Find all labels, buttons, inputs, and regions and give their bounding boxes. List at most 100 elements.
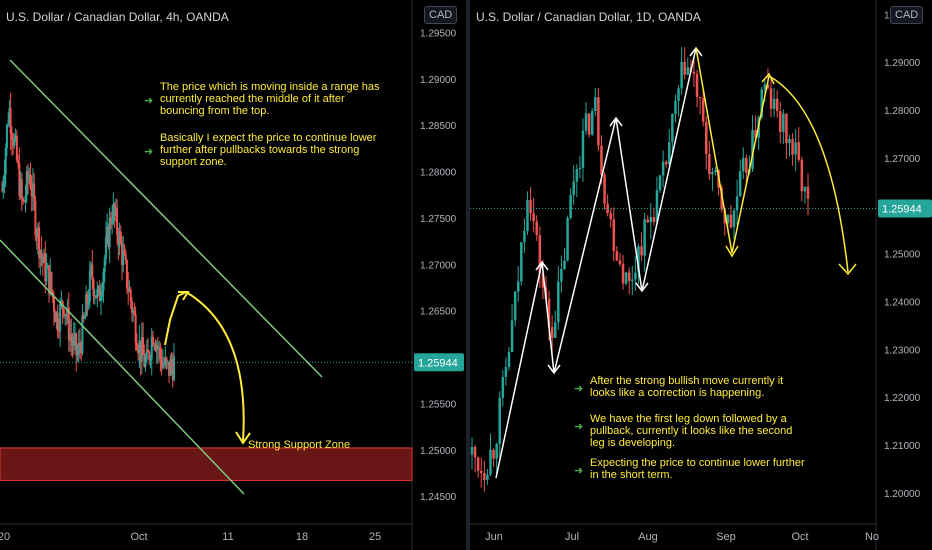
y-tick-label: 1.29000 (884, 58, 921, 69)
candle-body (145, 349, 148, 360)
y-tick-label: 1.29500 (420, 28, 457, 39)
y-tick-label: 1.26500 (420, 307, 457, 318)
right-chart-panel[interactable]: 1.20000 1.21000 1.22000 1.23000 1.24000 1.250… (470, 0, 932, 550)
candle-body (735, 196, 739, 211)
candle-body (535, 221, 538, 236)
target-curve-arrow (185, 291, 245, 442)
candle-body (504, 367, 508, 377)
y-tick-label: 1.25500 (420, 399, 457, 410)
candle-body (113, 204, 116, 217)
candle-body (723, 209, 727, 224)
candle-body (67, 307, 70, 341)
x-tick-label: Jun (485, 531, 503, 543)
candle-body (78, 343, 81, 347)
candle-body (92, 279, 95, 297)
left-currency-badge[interactable]: CAD (424, 6, 458, 24)
right-note: We have the first leg down followed by a… (590, 413, 792, 449)
candle-body (138, 340, 141, 354)
candle-body (652, 217, 656, 222)
candle-body (57, 331, 60, 333)
x-tick-label: No (865, 531, 879, 543)
candle-body (631, 279, 634, 281)
candle-body (139, 340, 142, 362)
candle-body (52, 297, 55, 313)
candle-body (584, 113, 588, 131)
candle-body (77, 343, 80, 355)
pullback-arrow (164, 291, 187, 346)
last-price-label: 1.25944 (882, 203, 922, 215)
candle-body (70, 334, 73, 342)
candle-body (48, 265, 51, 294)
candle-body (3, 174, 6, 184)
support-zone (0, 447, 413, 481)
candle-body (112, 204, 115, 221)
candle-body (683, 61, 686, 75)
candle-body (163, 363, 166, 365)
candle-body (117, 234, 120, 247)
candle-body (529, 200, 532, 214)
candle-body (745, 157, 748, 174)
candle-body (64, 314, 67, 316)
left-chart-panel[interactable]: 1.245001.250001.255001.260001.265001.270… (0, 0, 466, 550)
candle-body (603, 174, 606, 204)
candle-body (680, 61, 683, 89)
candle-body (149, 359, 152, 361)
candle-body (507, 352, 511, 368)
candle-body (88, 270, 91, 302)
candle-body (24, 196, 27, 202)
candle-body (49, 272, 52, 294)
candle-body (104, 237, 107, 259)
pullback-arrowhead (178, 291, 190, 301)
candle-body (547, 298, 551, 328)
candle-body (640, 246, 643, 256)
left-chart-canvas[interactable]: 1.245001.250001.255001.260001.265001.270… (0, 0, 466, 550)
candle-body (56, 312, 59, 332)
candle-body (15, 135, 18, 161)
candle-body (695, 73, 699, 97)
candle-body (800, 159, 804, 192)
candle-body (30, 187, 33, 197)
candle-body (578, 167, 582, 170)
candle-body (649, 217, 653, 223)
y-tick-label: 1.27000 (420, 260, 457, 271)
x-tick-label: 11 (222, 531, 233, 543)
candle-body (763, 84, 767, 90)
candle-body (581, 130, 585, 168)
candle-body (159, 346, 162, 359)
candle-body (569, 194, 572, 218)
candle-body (41, 256, 44, 263)
candle-body (171, 365, 174, 381)
candle-body (788, 139, 791, 144)
candle-body (111, 220, 114, 225)
candle-body (483, 473, 486, 480)
candle-body (10, 133, 13, 140)
candle-body (20, 179, 23, 199)
candle-body (476, 457, 480, 471)
candle-body (169, 359, 172, 376)
candle-body (600, 145, 603, 175)
candle-body (563, 260, 566, 270)
candle-body (658, 175, 662, 191)
candle-body (65, 314, 68, 317)
candle-body (553, 322, 557, 338)
candle-body (729, 214, 733, 228)
panel-divider[interactable] (466, 0, 470, 550)
last-price-label: 1.25944 (418, 357, 458, 369)
candle-body (686, 67, 690, 75)
x-tick-label: Aug (638, 531, 658, 543)
correction-arrowhead (725, 245, 739, 258)
right-note: After the strong bullish move currently … (590, 375, 783, 399)
candle-body (772, 98, 776, 109)
candle-body (575, 169, 579, 182)
candle-body (161, 363, 164, 369)
candle-body (615, 251, 619, 261)
candle-body (25, 171, 28, 197)
right-chart-canvas[interactable]: 1.20000 1.21000 1.22000 1.23000 1.24000 1.250… (470, 0, 932, 550)
candle-body (150, 336, 153, 360)
y-tick-label: 1.29000 (420, 75, 457, 86)
right-currency-badge[interactable]: CAD (890, 6, 924, 24)
candle-body (627, 272, 631, 281)
candle-body (668, 141, 671, 165)
candle-body (17, 160, 20, 163)
candle-body (597, 97, 600, 146)
